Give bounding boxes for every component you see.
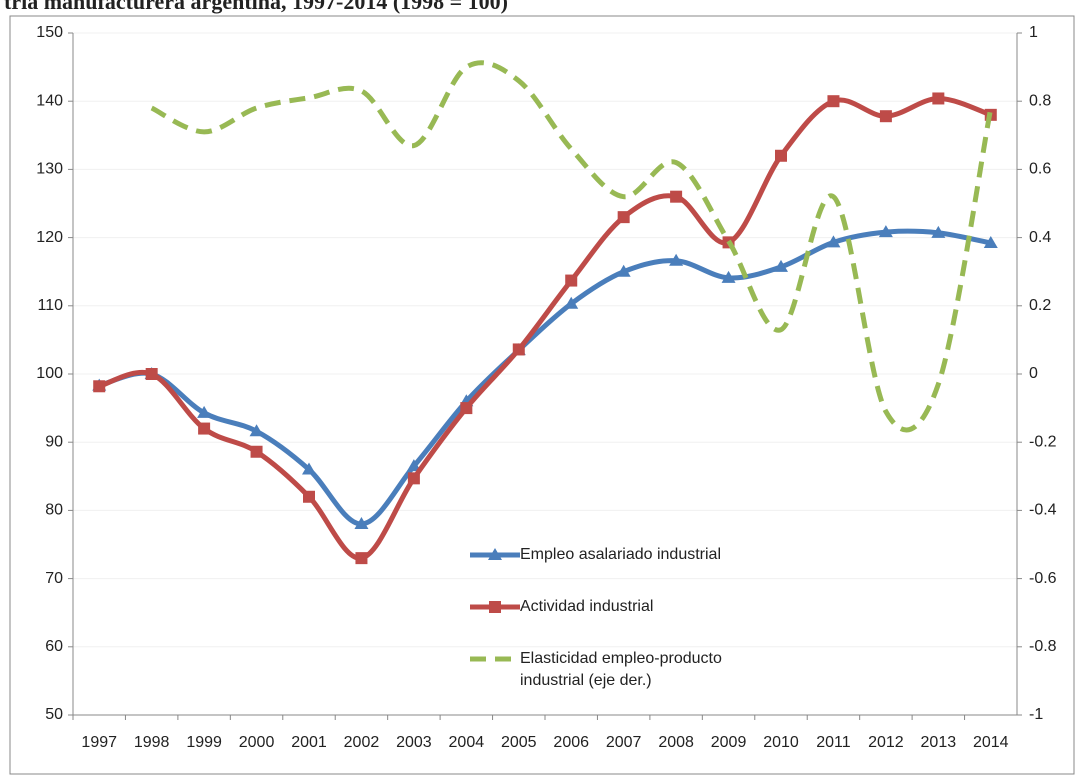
marker <box>303 490 315 503</box>
marker <box>460 402 473 415</box>
marker <box>827 95 840 108</box>
legend-entry: Elasticidad empleo-producto industrial (… <box>520 650 722 689</box>
y2-tick-label: 0.8 <box>1029 92 1051 109</box>
marker <box>249 424 264 437</box>
marker <box>931 225 946 238</box>
x-tick-label: 2012 <box>868 734 904 751</box>
y2-tick-label: -0.8 <box>1029 638 1057 655</box>
y-tick-label: 110 <box>37 297 63 314</box>
series-line <box>150 60 994 433</box>
y-tick-label: 150 <box>36 24 63 41</box>
y2-tick-label: -0.2 <box>1029 433 1057 450</box>
marker <box>669 253 684 266</box>
y2-tick-label: 0.2 <box>1029 297 1051 314</box>
legend-label: Actividad industrial <box>520 598 654 615</box>
x-tick-label: 2006 <box>553 734 589 751</box>
marker <box>721 270 736 283</box>
legend-marker <box>489 601 501 613</box>
x-tick-label: 1997 <box>81 734 117 751</box>
x-tick-label: 2004 <box>449 734 485 751</box>
marker <box>932 92 945 105</box>
x-tick-label: 1999 <box>186 734 222 751</box>
marker <box>406 459 421 472</box>
marker <box>774 259 788 272</box>
x-tick-label: 2011 <box>816 734 851 751</box>
x-tick-label: 2009 <box>711 734 747 751</box>
y2-tick-label: -1 <box>1029 706 1043 723</box>
y2-tick-label: 0.6 <box>1029 161 1051 178</box>
marker <box>565 274 578 287</box>
y-tick-label: 70 <box>45 570 63 587</box>
legend-marker <box>488 548 502 560</box>
marker <box>564 296 579 309</box>
x-tick-label: 2008 <box>658 734 694 751</box>
marker <box>407 472 420 485</box>
marker <box>617 211 630 224</box>
chart-title: tría manufacturera argentina, 1997-2014 … <box>4 0 508 14</box>
marker <box>512 343 525 356</box>
x-tick-label: 2003 <box>396 734 432 751</box>
marker <box>775 149 787 162</box>
legend-label: Empleo asalariado industrial <box>520 546 721 563</box>
x-tick-label: 2005 <box>501 734 537 751</box>
marker <box>355 552 368 565</box>
x-tick-label: 2010 <box>763 734 799 751</box>
legend-entry: Empleo asalariado industrial <box>520 546 721 563</box>
y2-tick-label: 0.4 <box>1029 229 1051 246</box>
x-tick-label: 2001 <box>291 734 327 751</box>
x-tick-label: 2013 <box>921 734 957 751</box>
y2-tick-label: 0 <box>1029 365 1038 382</box>
y-tick-label: 50 <box>45 706 63 723</box>
marker <box>145 368 158 380</box>
y2-tick-label: 1 <box>1029 24 1038 41</box>
y2-tick-label: -0.6 <box>1029 570 1057 587</box>
y-tick-label: 60 <box>45 638 63 655</box>
chart-frame <box>9 15 1075 775</box>
x-tick-label: 1998 <box>134 734 170 751</box>
x-tick-label: 2014 <box>973 734 1009 751</box>
marker <box>198 422 211 435</box>
y-tick-label: 140 <box>36 92 63 109</box>
y-tick-label: 120 <box>36 229 63 246</box>
marker <box>302 462 316 475</box>
marker <box>670 190 683 203</box>
marker <box>826 235 841 248</box>
legend-entry: Actividad industrial <box>520 598 654 615</box>
legend-label: Elasticidad empleo-producto industrial (… <box>520 650 722 689</box>
marker <box>93 380 106 393</box>
x-tick-label: 2000 <box>239 734 275 751</box>
marker <box>879 110 892 123</box>
y-tick-label: 90 <box>45 433 63 450</box>
y-tick-label: 80 <box>45 502 63 519</box>
marker <box>616 264 631 277</box>
marker <box>983 236 998 249</box>
marker <box>250 445 263 458</box>
marker <box>354 517 369 530</box>
y2-tick-label: -0.4 <box>1029 502 1057 519</box>
x-tick-label: 2002 <box>344 734 380 751</box>
y-tick-label: 130 <box>36 161 63 178</box>
marker <box>197 405 212 418</box>
y-tick-label: 100 <box>36 365 63 382</box>
x-tick-label: 2007 <box>606 734 642 751</box>
marker <box>878 225 893 238</box>
